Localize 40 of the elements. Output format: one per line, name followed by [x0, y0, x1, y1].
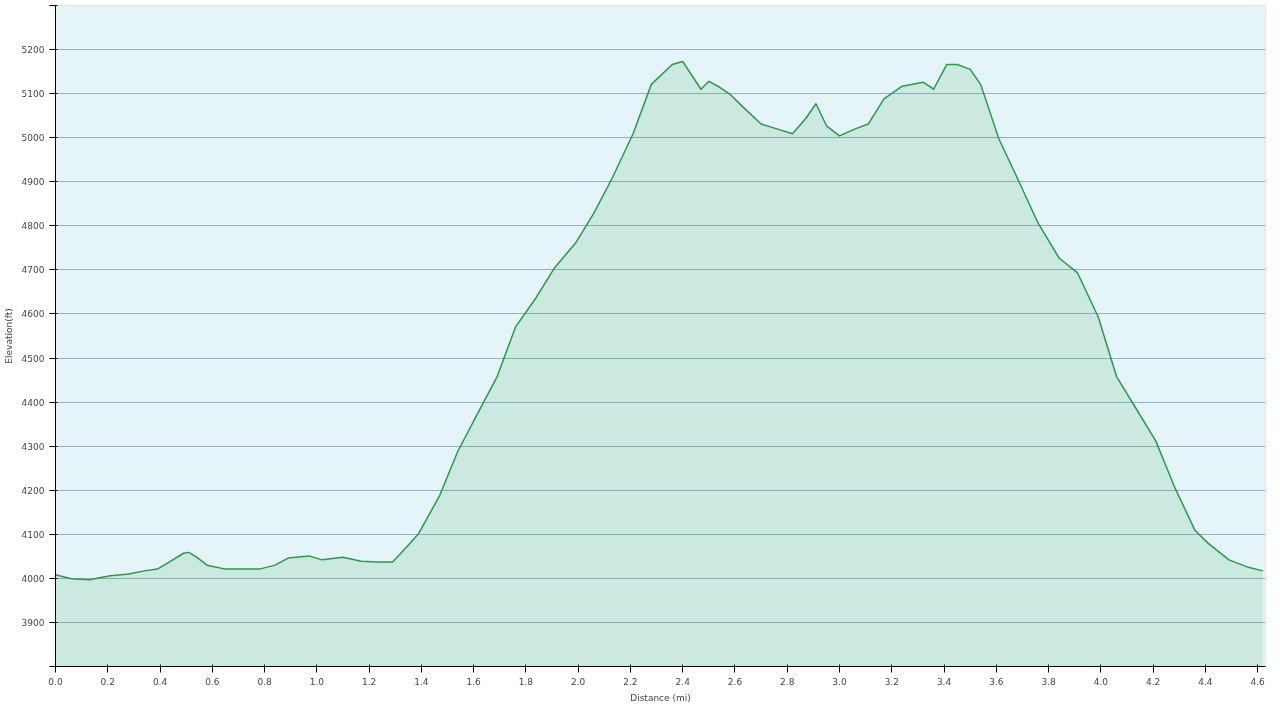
- x-tick-label: 0.2: [100, 676, 115, 687]
- y-tick-label: 4300: [21, 441, 45, 452]
- x-tick-label: 3.2: [884, 676, 899, 687]
- y-tick-label: 5200: [21, 45, 45, 56]
- x-tick-label: 3.8: [1041, 676, 1057, 687]
- y-tick-label: 4600: [21, 309, 45, 320]
- x-tick-label: 1.0: [309, 676, 325, 687]
- x-tick-label: 4.4: [1198, 676, 1213, 687]
- y-tick-label: 5100: [21, 89, 45, 100]
- x-tick-label: 0.0: [48, 676, 63, 687]
- x-tick-label: 4.6: [1250, 676, 1266, 687]
- x-axis-title: Distance (mi): [630, 692, 691, 703]
- x-tick-label: 2.2: [623, 676, 638, 687]
- x-tick-label: 2.0: [571, 676, 586, 687]
- x-tick-label: 0.4: [152, 676, 168, 687]
- y-tick-label: 3900: [21, 617, 45, 628]
- y-tick-label: 4200: [21, 485, 45, 496]
- y-tick-label: 4700: [21, 265, 45, 276]
- x-tick-label: 3.6: [989, 676, 1004, 687]
- x-tick-label: 0.8: [257, 676, 272, 687]
- y-tick-label: 4500: [21, 353, 45, 364]
- x-tick-label: 0.6: [205, 676, 220, 687]
- x-tick-label: 3.4: [936, 676, 952, 687]
- x-tick-label: 1.8: [518, 676, 534, 687]
- y-tick-label: 5000: [21, 133, 45, 144]
- y-tick-label: 4000: [21, 573, 45, 584]
- y-tick-label: 4100: [21, 529, 45, 540]
- x-tick-label: 3.0: [832, 676, 847, 687]
- y-tick-label: 4400: [21, 397, 45, 408]
- x-tick-label: 4.0: [1093, 676, 1109, 687]
- y-axis-title: Elevation(ft): [3, 308, 14, 364]
- x-tick-label: 2.6: [727, 676, 743, 687]
- x-tick-label: 2.4: [675, 676, 691, 687]
- x-tick-label: 2.8: [780, 676, 795, 687]
- x-tick-label: 1.2: [361, 676, 377, 687]
- x-tick-label: 4.2: [1145, 676, 1161, 687]
- x-tick-label: 1.4: [414, 676, 429, 687]
- y-tick-label: 4800: [21, 221, 45, 232]
- y-tick-label: 4900: [21, 177, 45, 188]
- x-tick-label: 1.6: [466, 676, 482, 687]
